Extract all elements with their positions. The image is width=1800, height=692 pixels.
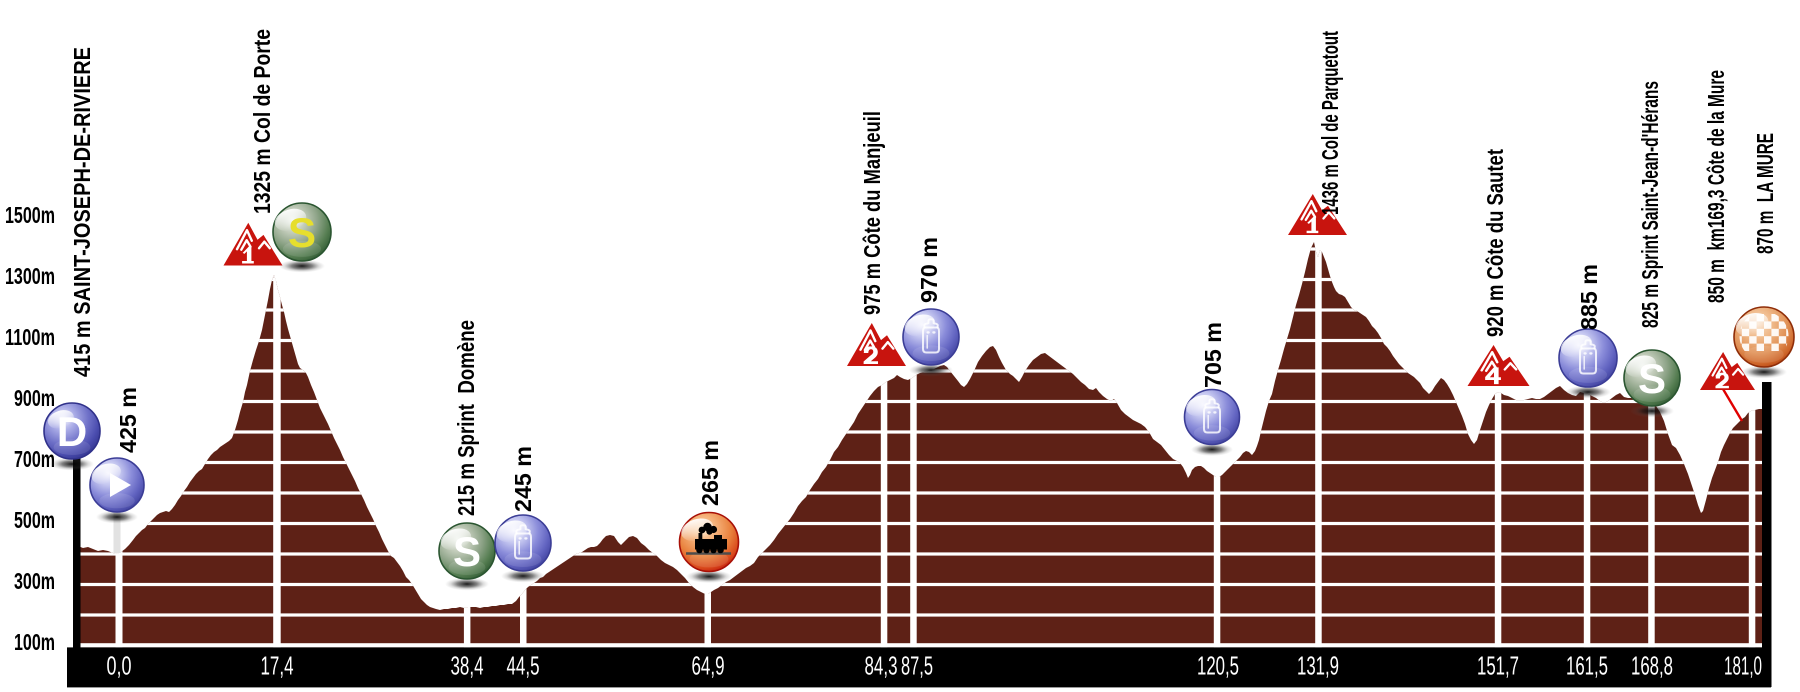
svg-text:870 m LA MURE: 870 m LA MURE bbox=[1752, 133, 1778, 254]
svg-text:265 m: 265 m bbox=[697, 440, 723, 506]
svg-text:850 m km169,3 Côte de la Mure: 850 m km169,3 Côte de la Mure bbox=[1703, 70, 1729, 303]
svg-text:168,8: 168,8 bbox=[1631, 651, 1673, 681]
svg-text:38,4: 38,4 bbox=[451, 651, 484, 681]
svg-text:900m: 900m bbox=[14, 385, 55, 411]
svg-text:245 m: 245 m bbox=[510, 446, 536, 512]
svg-text:825 m Sprint Saint-Jean-d'Héra: 825 m Sprint Saint-Jean-d'Hérans bbox=[1637, 81, 1663, 328]
svg-text:100m: 100m bbox=[14, 629, 55, 655]
svg-text:87,5: 87,5 bbox=[901, 651, 933, 681]
svg-text:84,3: 84,3 bbox=[865, 651, 898, 681]
svg-text:1325 m Col de Porte: 1325 m Col de Porte bbox=[249, 29, 275, 214]
svg-text:975 m Côte du Manjeuil: 975 m Côte du Manjeuil bbox=[859, 111, 885, 315]
svg-text:S: S bbox=[1638, 355, 1666, 402]
svg-text:17,4: 17,4 bbox=[261, 651, 294, 681]
svg-text:1300m: 1300m bbox=[5, 263, 55, 289]
svg-text:215 m Sprint Domène: 215 m Sprint Domène bbox=[453, 320, 479, 516]
svg-text:S: S bbox=[453, 528, 481, 575]
svg-text:300m: 300m bbox=[14, 568, 55, 594]
svg-text:500m: 500m bbox=[14, 507, 55, 533]
svg-text:64,9: 64,9 bbox=[692, 651, 725, 681]
svg-text:131,9: 131,9 bbox=[1297, 651, 1339, 681]
svg-text:920 m Côte du Sautet: 920 m Côte du Sautet bbox=[1482, 149, 1508, 337]
svg-text:44,5: 44,5 bbox=[507, 651, 540, 681]
svg-text:425 m: 425 m bbox=[115, 387, 141, 453]
svg-text:120,5: 120,5 bbox=[1197, 651, 1239, 681]
svg-text:S: S bbox=[288, 209, 316, 256]
svg-text:1500m: 1500m bbox=[5, 202, 55, 228]
svg-text:970 m: 970 m bbox=[916, 237, 942, 303]
svg-text:161,5: 161,5 bbox=[1566, 651, 1608, 681]
svg-text:151,7: 151,7 bbox=[1477, 651, 1519, 681]
svg-text:415 m SAINT-JOSEPH-DE-RIVIERE: 415 m SAINT-JOSEPH-DE-RIVIERE bbox=[69, 47, 95, 377]
svg-text:705 m: 705 m bbox=[1200, 322, 1226, 388]
svg-text:1436 m Col de Parquetout: 1436 m Col de Parquetout bbox=[1317, 31, 1343, 215]
svg-text:0,0: 0,0 bbox=[107, 651, 132, 681]
svg-text:D: D bbox=[57, 408, 87, 455]
svg-text:700m: 700m bbox=[14, 446, 55, 472]
svg-text:1100m: 1100m bbox=[5, 324, 55, 350]
svg-text:885 m: 885 m bbox=[1576, 264, 1602, 330]
svg-text:181,0: 181,0 bbox=[1724, 651, 1762, 681]
